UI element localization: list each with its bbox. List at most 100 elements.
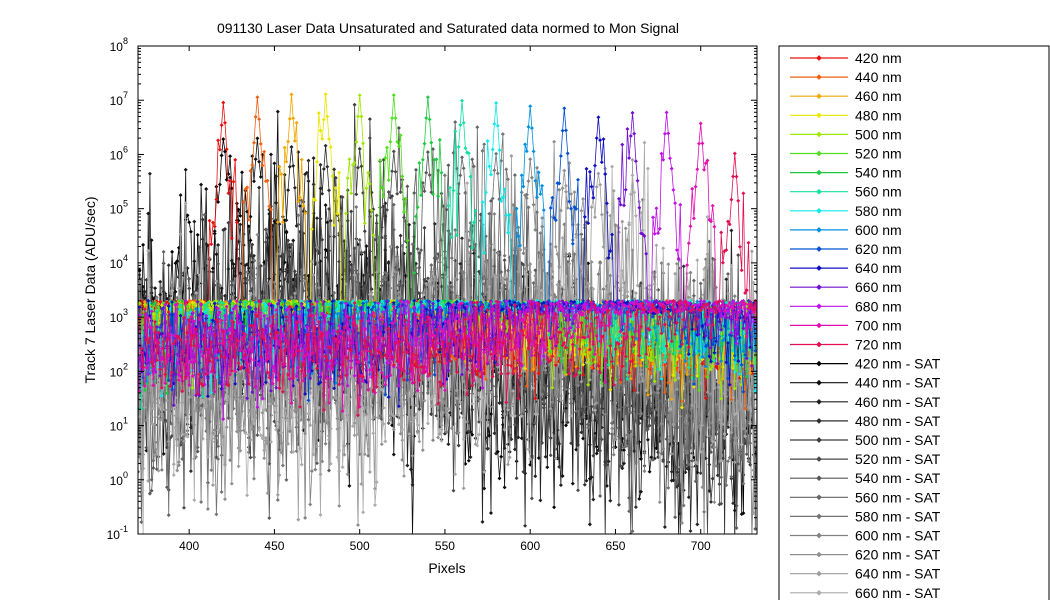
data-point [495,171,500,176]
data-point [429,269,434,274]
data-point [630,173,635,178]
data-point [149,477,154,482]
data-point [386,421,391,426]
data-point [611,452,616,457]
data-point [526,179,531,184]
data-point [552,139,557,144]
data-point [461,166,466,171]
data-point [141,535,145,539]
data-point [407,431,412,436]
data-point [205,507,210,511]
data-point [159,467,164,472]
data-point [652,282,657,287]
data-point [647,283,652,288]
data-point [199,182,204,187]
data-point [192,219,197,224]
data-point [470,157,475,162]
data-point [390,169,395,174]
data-point [473,242,478,247]
data-point [512,173,517,178]
data-point [408,467,413,472]
data-point [263,435,268,440]
data-point [217,147,222,152]
data-point [446,228,451,233]
data-point [633,505,638,510]
data-point [216,200,221,204]
data-point [654,243,659,248]
data-point [502,485,507,490]
data-point [528,157,533,162]
data-point [749,249,754,254]
data-point [630,157,635,162]
data-point [569,413,574,418]
data-point [598,494,603,498]
data-point [398,190,403,195]
data-point [591,497,596,502]
data-point [255,136,260,141]
data-point [359,164,364,169]
data-point [460,155,464,160]
data-point [391,452,396,457]
data-point [514,476,519,481]
data-point [688,270,693,275]
data-point [252,179,256,184]
data-point [183,167,188,172]
data-point [296,517,301,522]
data-point [214,252,219,257]
data-point [415,423,420,427]
data-point [231,266,236,271]
data-point [405,184,410,189]
data-point [332,167,337,172]
data-point [345,441,350,446]
data-point [345,188,350,193]
data-point [581,197,586,201]
data-point [429,263,434,268]
data-point [557,264,562,269]
data-point [594,184,599,189]
data-point [398,279,403,284]
data-point [633,213,638,218]
data-point [558,483,563,488]
data-point [587,442,592,447]
data-point [282,172,287,177]
data-point [342,443,347,448]
data-point [170,249,175,254]
data-layer [138,92,757,539]
data-point [424,170,429,175]
data-point [412,434,417,439]
data-point [204,187,209,191]
data-point [147,171,152,176]
data-point [601,244,606,249]
data-point [252,476,256,481]
data-point [589,205,594,210]
data-point [506,462,510,467]
data-point [352,433,357,438]
data-point [175,468,180,473]
data-point [224,425,229,430]
data-point [395,254,400,259]
data-point [726,459,730,464]
data-point [272,161,277,166]
data-point [291,163,296,168]
data-point [458,173,463,178]
data-point [417,439,422,444]
data-point [569,192,574,196]
data-point [639,456,643,461]
data-point [219,123,224,128]
data-point [378,205,383,210]
data-point [187,220,192,225]
data-point [367,136,372,140]
data-point [267,276,272,281]
data-point [386,190,391,194]
data-point [383,201,388,206]
data-point [176,460,181,464]
data-point [354,205,359,209]
data-point [516,225,521,230]
data-point [216,138,221,143]
data-point [315,216,319,221]
data-point [342,420,347,425]
data-point [211,483,215,487]
data-point [286,188,291,193]
data-point [402,474,406,478]
data-point [475,125,480,130]
